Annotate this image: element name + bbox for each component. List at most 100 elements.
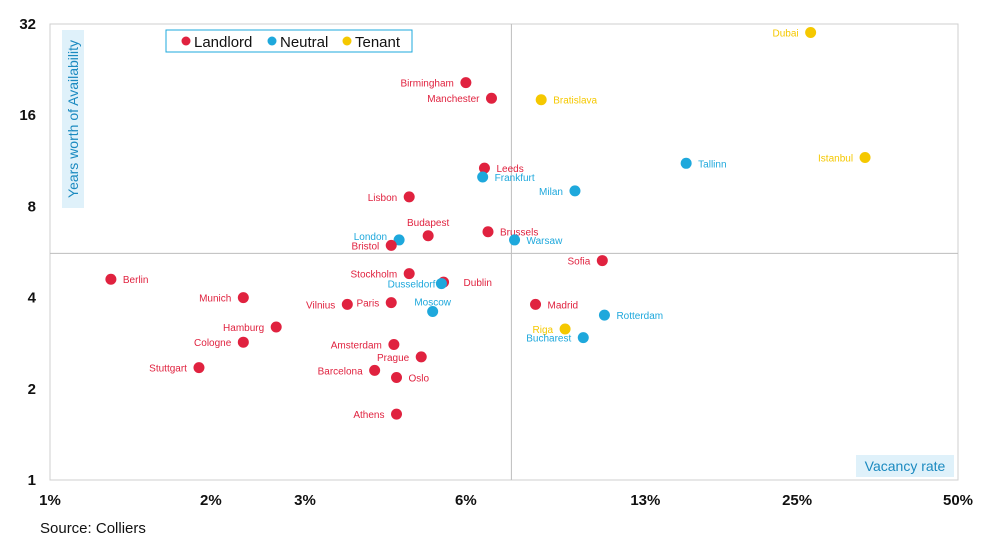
data-point xyxy=(270,321,282,333)
data-point-label: Brussels xyxy=(500,228,538,239)
data-point xyxy=(369,364,381,376)
data-point-label: Madrid xyxy=(548,300,579,311)
x-tick-label: 1% xyxy=(39,492,61,509)
data-point xyxy=(391,408,403,420)
data-point-label: Oslo xyxy=(409,373,430,384)
data-point-label: Bratislava xyxy=(553,96,597,107)
data-point-label: Barcelona xyxy=(318,366,363,377)
data-point-label: Warsaw xyxy=(527,236,564,247)
plot-border xyxy=(49,23,959,481)
data-point xyxy=(485,92,497,104)
data-point xyxy=(530,298,542,310)
data-point xyxy=(403,268,415,280)
data-point-label: Leeds xyxy=(496,164,523,175)
data-point xyxy=(341,298,353,310)
legend-label: Landlord xyxy=(194,34,252,51)
data-point-label: Hamburg xyxy=(223,323,264,334)
legend-marker xyxy=(267,36,277,46)
data-point-label: Dusseldorf xyxy=(388,280,436,291)
data-point xyxy=(422,230,434,242)
data-point-label: Stockholm xyxy=(351,270,398,281)
data-point-label: Prague xyxy=(377,353,410,364)
y-tick-label: 2 xyxy=(28,381,36,398)
data-point-label: Athens xyxy=(353,410,384,421)
data-point xyxy=(859,152,871,164)
axis-titles: Years worth of Availability Vacancy rate xyxy=(62,30,954,477)
data-point-label: Rotterdam xyxy=(616,311,663,322)
data-point xyxy=(391,371,403,383)
data-point-label: Frankfurt xyxy=(495,173,535,184)
x-tick-label: 2% xyxy=(200,492,222,509)
data-point xyxy=(403,191,415,203)
x-axis-title-bg xyxy=(856,455,954,477)
x-tick-label: 3% xyxy=(294,492,316,509)
data-point-label: Tallinn xyxy=(698,159,726,170)
data-point xyxy=(385,239,397,251)
data-point-label: Bristol xyxy=(351,241,379,252)
data-point-label: Riga xyxy=(533,325,554,336)
x-axis-ticks: 1% 2% 3% 6% 13% 25% 50% xyxy=(39,492,973,509)
data-point-label: Dublin xyxy=(464,278,492,289)
data-point-label: Cologne xyxy=(194,338,232,349)
y-tick-label: 8 xyxy=(28,198,36,215)
data-point xyxy=(598,309,610,321)
data-point xyxy=(385,297,397,309)
x-axis-title: Vacancy rate xyxy=(865,458,946,474)
x-tick-label: 6% xyxy=(455,492,477,509)
data-point-label: Amsterdam xyxy=(331,341,382,352)
data-point-label: Munich xyxy=(199,294,231,305)
x-tick-label: 25% xyxy=(782,492,812,509)
data-point xyxy=(460,77,472,89)
data-point xyxy=(559,323,571,335)
data-point-label: Paris xyxy=(356,299,379,310)
data-point-label: Manchester xyxy=(427,94,480,105)
data-point xyxy=(427,305,439,317)
data-point xyxy=(482,226,494,238)
data-point xyxy=(237,292,249,304)
y-tick-label: 1 xyxy=(28,472,36,489)
data-point-label: Birmingham xyxy=(401,79,454,90)
data-point xyxy=(577,332,589,344)
data-point xyxy=(435,278,447,290)
data-point-label: Moscow xyxy=(414,297,451,308)
data-point xyxy=(535,94,547,106)
data-point xyxy=(509,234,521,246)
legend-box xyxy=(165,29,413,53)
data-point-label: Stuttgart xyxy=(149,364,187,375)
data-point xyxy=(415,351,427,363)
data-point xyxy=(105,273,117,285)
data-point-label: Vilnius xyxy=(306,300,335,311)
data-point-label: Berlin xyxy=(123,275,149,286)
data-point-label: Sofia xyxy=(568,257,591,268)
legend-marker xyxy=(342,36,352,46)
data-point xyxy=(805,26,817,38)
data-point-label: Bucharest xyxy=(526,334,571,345)
legend-label: Neutral xyxy=(280,34,328,51)
data-point xyxy=(393,234,405,246)
data-point xyxy=(478,162,490,174)
data-point xyxy=(237,336,249,348)
y-axis-ticks: 1 2 4 8 16 32 xyxy=(19,16,36,489)
x-tick-label: 50% xyxy=(943,492,973,509)
y-tick-label: 32 xyxy=(19,16,36,33)
data-point-label: Budapest xyxy=(407,218,449,229)
legend-label: Tenant xyxy=(355,34,401,51)
x-tick-label: 13% xyxy=(630,492,660,509)
data-point-label: Dubai xyxy=(773,28,799,39)
data-point xyxy=(477,171,489,183)
data-point xyxy=(569,185,581,197)
data-point-label: Milan xyxy=(539,187,563,198)
data-point-label: Lisbon xyxy=(368,193,397,204)
data-point-label: London xyxy=(354,232,387,243)
data-point-label: Istanbul xyxy=(818,154,853,165)
legend-marker xyxy=(181,36,191,46)
y-tick-label: 4 xyxy=(28,290,37,307)
y-axis-title-bg xyxy=(62,30,84,208)
data-point xyxy=(680,157,692,169)
data-point xyxy=(388,339,400,351)
chart-frame xyxy=(49,23,959,481)
y-tick-label: 16 xyxy=(19,107,36,124)
legend: Landlord Neutral Tenant xyxy=(165,29,413,53)
data-points: Dubai Birmingham Manchester Bratislava Istan… xyxy=(105,26,871,421)
